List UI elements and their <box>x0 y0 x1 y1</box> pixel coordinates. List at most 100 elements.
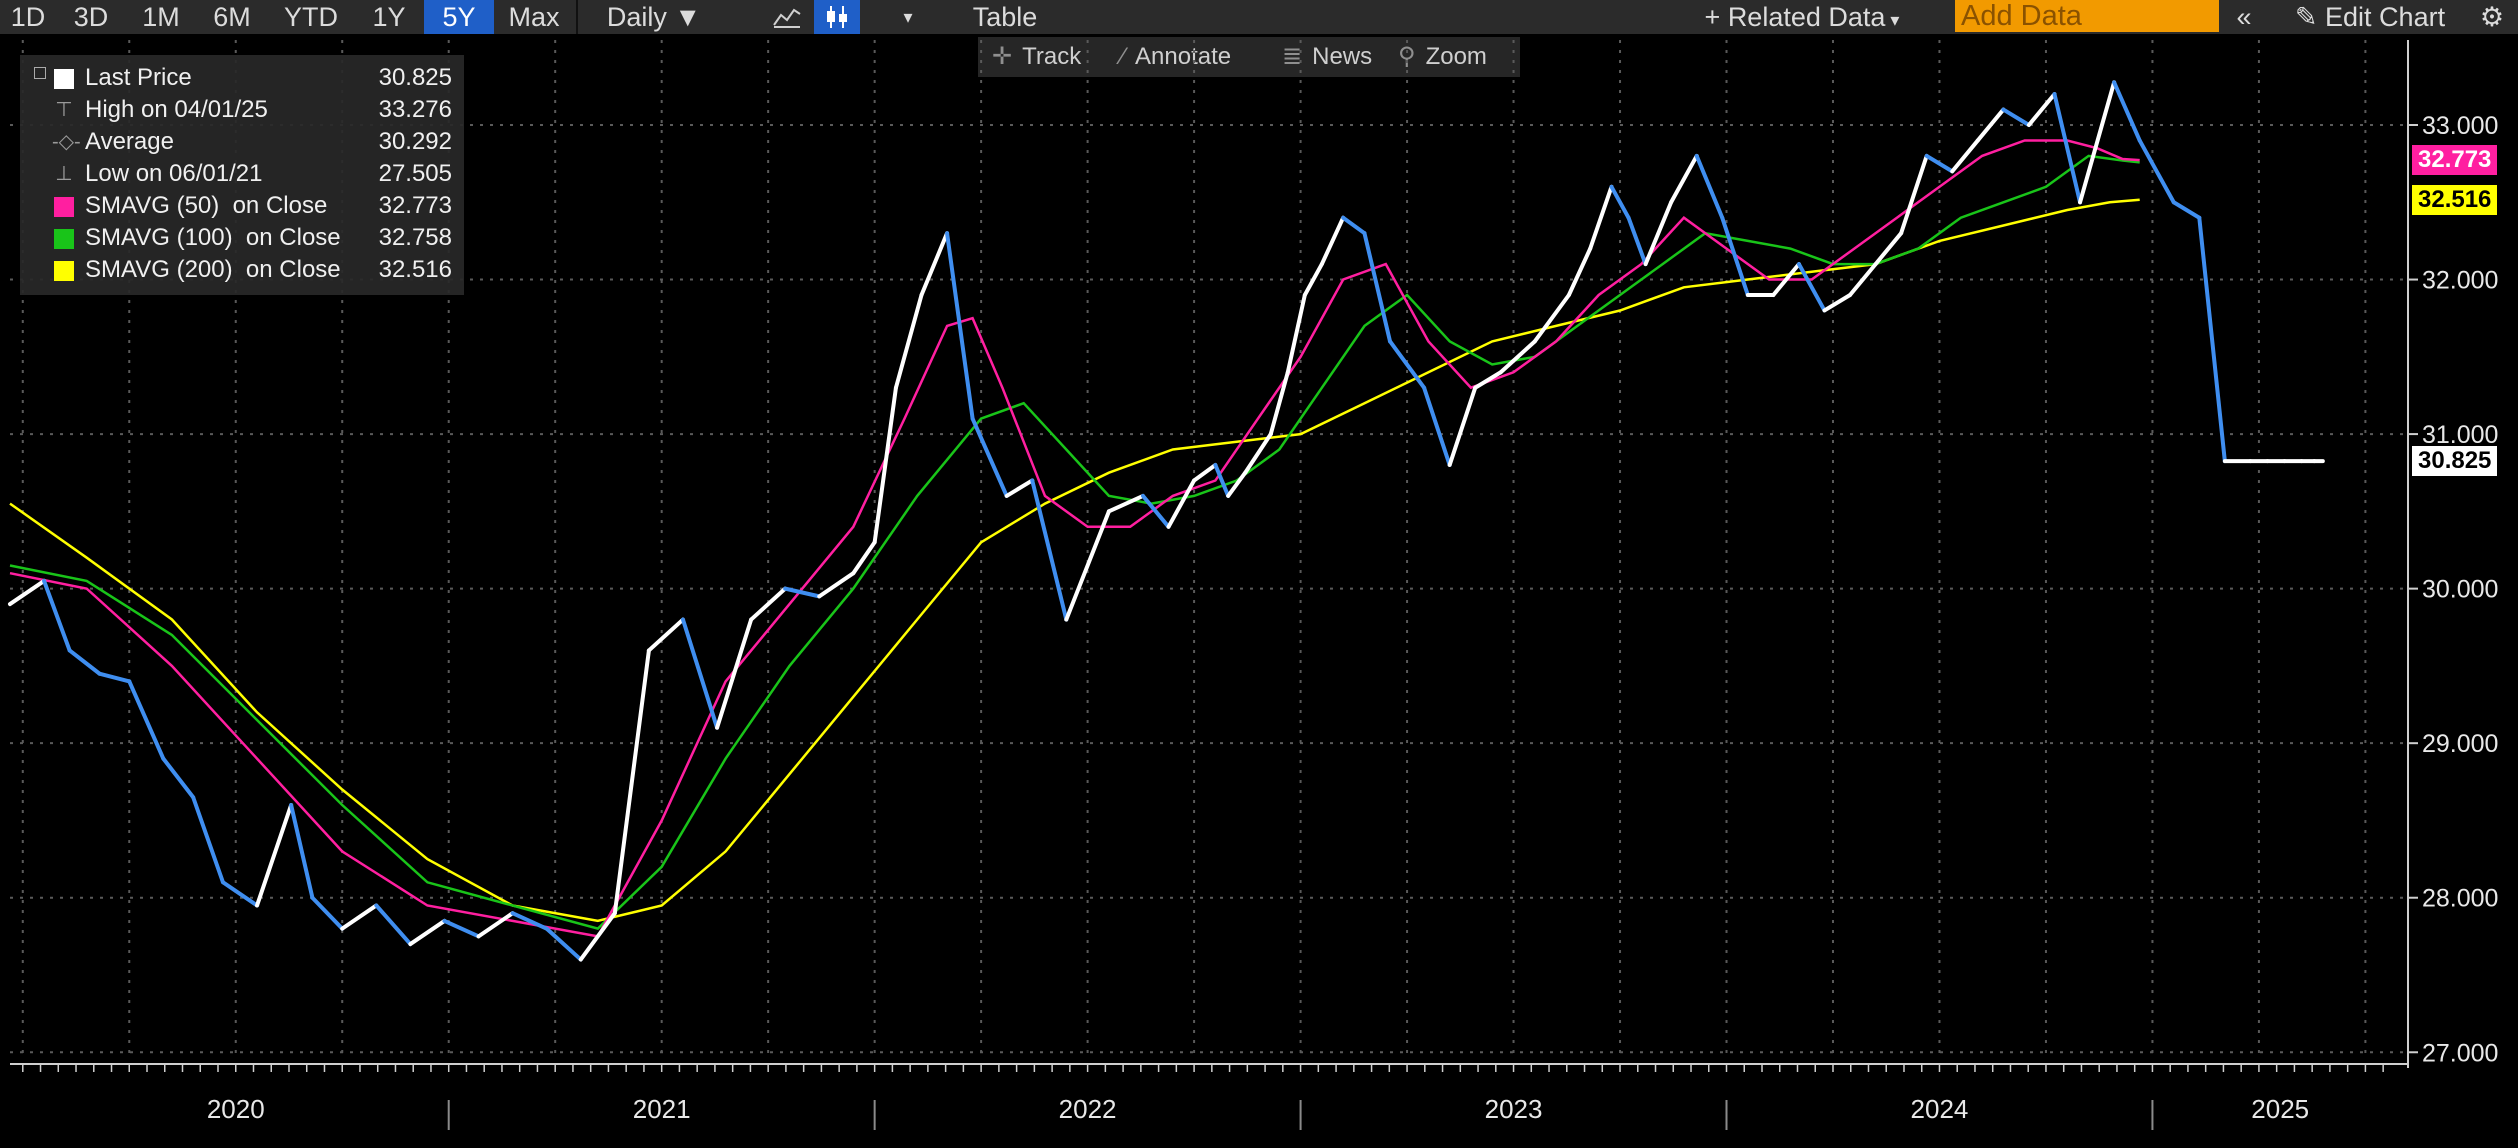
legend-value: 30.292 <box>378 128 452 155</box>
price-segment <box>578 911 617 962</box>
price-segment <box>646 617 685 653</box>
price-segment <box>1341 215 1367 236</box>
price-segment <box>220 880 260 908</box>
price-segment <box>127 679 166 761</box>
y-tick-label: 31.000 <box>2422 421 2498 449</box>
collapse-double-chevron-icon[interactable]: « <box>2236 2 2252 32</box>
edit-chart-button[interactable]: ✎ Edit Chart <box>2270 0 2470 34</box>
table-button[interactable]: Table <box>972 2 1038 32</box>
caret-down-icon: ▾ <box>1885 10 1900 30</box>
x-year-label: 2024 <box>1911 1094 1969 1124</box>
price-segment <box>2078 80 2117 205</box>
x-year-label: 2021 <box>633 1094 691 1124</box>
range-5y-button[interactable]: 5Y <box>424 0 494 34</box>
price-segment <box>1213 463 1231 498</box>
average-marker-icon: -◇- <box>52 131 81 153</box>
legend-item[interactable]: SMAVG (200) on Close 32.516 <box>20 254 464 286</box>
price-segment <box>442 918 481 939</box>
price-segment <box>680 617 720 730</box>
range-6m-button[interactable]: 6M <box>213 2 251 32</box>
legend-label: SMAVG (100) on Close <box>85 224 341 251</box>
sma100-line <box>9 154 2140 930</box>
legend-label: High on 04/01/25 <box>85 96 268 123</box>
price-segment <box>1924 153 1955 174</box>
price-segment <box>2052 92 2083 205</box>
price-segment <box>872 385 898 545</box>
legend-swatch <box>54 69 74 89</box>
add-data-input[interactable] <box>1955 0 2219 32</box>
annotate-button[interactable]: ∕ Annotate <box>1121 37 1231 77</box>
price-segment <box>1694 153 1725 220</box>
price-segment <box>255 803 294 908</box>
legend-collapse-icon[interactable] <box>34 67 46 79</box>
price-segment <box>476 911 515 939</box>
price-segment <box>893 293 924 390</box>
price-segment <box>191 795 225 885</box>
toolbar-divider <box>576 0 578 34</box>
price-segment <box>1302 262 1324 297</box>
range-1d-button[interactable]: 1D <box>10 2 46 32</box>
price-segment <box>1226 470 1248 498</box>
frequency-dropdown[interactable]: Daily ▼ <box>606 2 702 32</box>
news-button[interactable]: ≣ News <box>1282 37 1372 77</box>
range-1y-button[interactable]: 1Y <box>372 2 406 32</box>
range-3d-button[interactable]: 3D <box>73 2 109 32</box>
plus-icon: + <box>1704 2 1728 32</box>
legend-value: 33.276 <box>378 96 452 123</box>
legend-swatch <box>54 197 74 217</box>
low-marker-icon: ⊥ <box>55 163 73 185</box>
price-segment <box>1643 200 1674 267</box>
price-segment <box>42 578 72 653</box>
price-segment <box>8 578 47 607</box>
price-segment <box>1473 370 1503 390</box>
range-max-button[interactable]: Max <box>508 2 560 32</box>
price-segment <box>1669 153 1699 205</box>
chart-tools-bar: ✛ Track ∕ Annotate ≣ News ⚲ Zoom <box>978 37 1520 77</box>
related-data-button[interactable]: + Related Data ▾ <box>1682 0 1922 34</box>
legend-value: 32.758 <box>378 224 452 251</box>
range-1m-button[interactable]: 1M <box>142 2 180 32</box>
y-tick-label: 32.000 <box>2422 267 2498 295</box>
price-segment <box>1873 231 1904 267</box>
legend-swatch <box>54 229 74 249</box>
legend-item[interactable]: ⊤ High on 04/01/25 33.276 <box>20 94 464 126</box>
candlestick-icon[interactable] <box>814 0 860 34</box>
legend-swatch <box>54 261 74 281</box>
price-segment <box>1285 293 1307 375</box>
line-chart-icon[interactable] <box>762 0 812 34</box>
track-label: Track <box>1022 43 1082 70</box>
price-segment <box>1566 246 1593 297</box>
sma200-line <box>9 198 2140 923</box>
price-segment <box>1848 262 1878 297</box>
legend-label: SMAVG (200) on Close <box>85 256 341 283</box>
legend-item[interactable]: -◇- Average 30.292 <box>20 126 464 158</box>
related-data-label: Related Data <box>1727 2 1886 32</box>
price-segment <box>851 540 877 576</box>
price-segment <box>783 586 822 599</box>
price-segment <box>749 586 788 622</box>
legend-value: 27.505 <box>378 160 452 187</box>
news-label: News <box>1312 43 1373 70</box>
legend-item[interactable]: SMAVG (50) on Close 32.773 <box>20 190 464 222</box>
price-chart[interactable]: 27.000 28.000 29.000 30.000 31.000 32.000 33.0… <box>0 40 2518 1148</box>
range-ytd-button[interactable]: YTD <box>284 2 338 32</box>
price-segment <box>817 571 856 599</box>
price-segment <box>1950 138 1980 174</box>
zoom-label: Zoom <box>1425 43 1487 70</box>
legend-item[interactable]: Last Price 30.825 <box>20 62 464 94</box>
gear-icon[interactable]: ⚙ <box>2479 2 2505 32</box>
price-segment <box>1030 478 1069 622</box>
price-segment <box>510 911 549 931</box>
legend-label: Last Price <box>85 64 192 91</box>
price-tag: 32.516 <box>2412 184 2498 215</box>
price-segment <box>2112 80 2142 143</box>
chart-type-dropdown-icon[interactable]: ▾ <box>903 7 913 27</box>
price-segment <box>1532 293 1571 344</box>
price-segment <box>408 918 447 947</box>
legend-label: Low on 06/01/21 <box>85 160 263 187</box>
legend-item[interactable]: SMAVG (100) on Close 32.758 <box>20 222 464 254</box>
zoom-button[interactable]: ⚲ Zoom <box>1398 37 1487 77</box>
legend-item[interactable]: ⊥ Low on 06/01/21 27.505 <box>20 158 464 190</box>
price-segment <box>1626 215 1648 267</box>
track-button[interactable]: ✛ Track <box>992 37 1081 77</box>
